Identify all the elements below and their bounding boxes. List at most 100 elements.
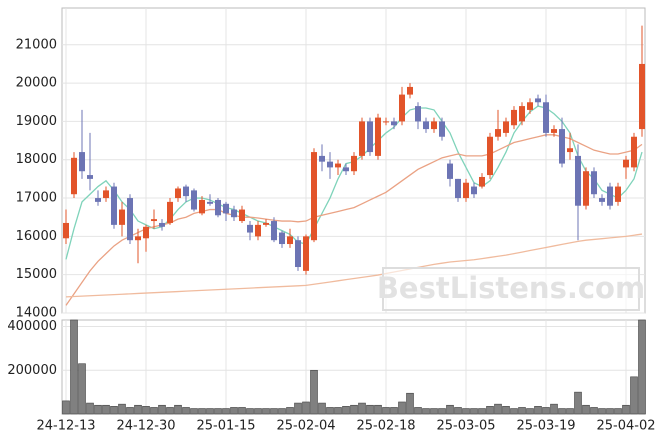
volume-bar [230,407,238,415]
volume-bar [158,404,166,415]
volume-bar [374,404,382,415]
volume-panel [61,319,646,415]
volume-bar [286,407,294,415]
candle-body [399,94,405,122]
candle-body [495,129,501,137]
volume-bar [86,402,94,415]
volume-bar [438,408,446,415]
candle-body [351,155,357,172]
volume-bar [198,408,206,415]
candle-body [591,171,597,195]
volume-bar [318,402,326,415]
volume-bar [102,404,110,415]
candle-body [631,136,637,168]
volume-bar [190,408,198,415]
candle-body [583,171,589,206]
candle-body [71,157,77,195]
y-tick-label: 19000 [16,114,57,129]
volume-bar [398,401,406,415]
volume-bar [350,404,358,415]
volume-bar [486,406,494,415]
candle-body [503,121,509,133]
candle-body [231,209,237,218]
volume-bar [150,407,158,415]
candle-body [415,106,421,122]
candle-body [111,186,117,225]
candle-body [79,152,85,172]
volume-bar [534,406,542,415]
candle-body [119,209,125,225]
volume-bar [294,402,302,415]
volume-bar [502,406,510,415]
candle-body [207,201,213,204]
candle-body [407,86,413,95]
candle-body [471,186,477,195]
volume-bar [222,408,230,415]
volume-bar [430,408,438,415]
volume-bar [550,403,558,415]
candle-body [319,155,325,162]
volume-bar [110,406,118,415]
volume-bar [62,400,70,415]
candle-body [215,199,221,216]
candle-body [383,121,389,123]
candle-body [423,121,429,130]
candle-body [511,109,517,126]
volume-bar [214,408,222,415]
volume-bar [510,408,518,415]
candle-body [343,167,349,172]
volume-bar [422,408,430,415]
y-tick-label: 17000 [16,191,57,206]
candle-body [151,219,157,222]
volume-bar [278,408,286,415]
candle-body [375,117,381,156]
candle-body [191,190,197,210]
candle-body [303,236,309,271]
volume-bar [638,319,646,415]
volume-bar [358,402,366,415]
volume-bar [366,404,374,415]
x-tick-label: 25-03-19 [516,419,575,434]
volume-bar [70,319,78,415]
volume-bar [518,407,526,415]
volume-bar [478,408,486,415]
candle-body [295,240,301,268]
y-tick-label: 400000 [7,319,57,334]
candle-body [223,203,229,214]
candle-body [575,155,581,206]
volume-bar [566,408,574,415]
candle-body [519,106,525,122]
candle-body [599,198,605,202]
candle-body [63,222,69,239]
candle-body [623,159,629,168]
volume-bar [302,401,310,415]
watermark-box [382,267,640,311]
volume-bar [118,403,126,415]
candle-body [159,222,165,227]
volume-bar [558,408,566,415]
volume-bar [334,407,342,415]
volume-bar [606,408,614,415]
candle-body [183,186,189,197]
y-tick-label: 18000 [16,152,57,167]
volume-bar [246,408,254,415]
candle-body [455,178,461,199]
y-tick-label: 15000 [16,267,57,282]
watermark: BestListens.com [377,271,645,305]
volume-bar [614,408,622,415]
candle-body [463,182,469,199]
volume-bar [166,407,174,415]
volume-bar [542,407,550,415]
candle-body [335,163,341,168]
x-tick-label: 25-01-15 [196,419,255,434]
volume-bar [470,408,478,415]
volume-bar [342,406,350,415]
volume-bar [78,363,86,415]
volume-bar [270,408,278,415]
x-tick-label: 25-02-04 [276,419,335,434]
x-tick-label: 25-03-05 [436,419,495,434]
x-tick-label: 25-02-18 [356,419,415,434]
candle-body [271,221,277,241]
candle-body [567,148,573,153]
candle-body [535,98,541,103]
